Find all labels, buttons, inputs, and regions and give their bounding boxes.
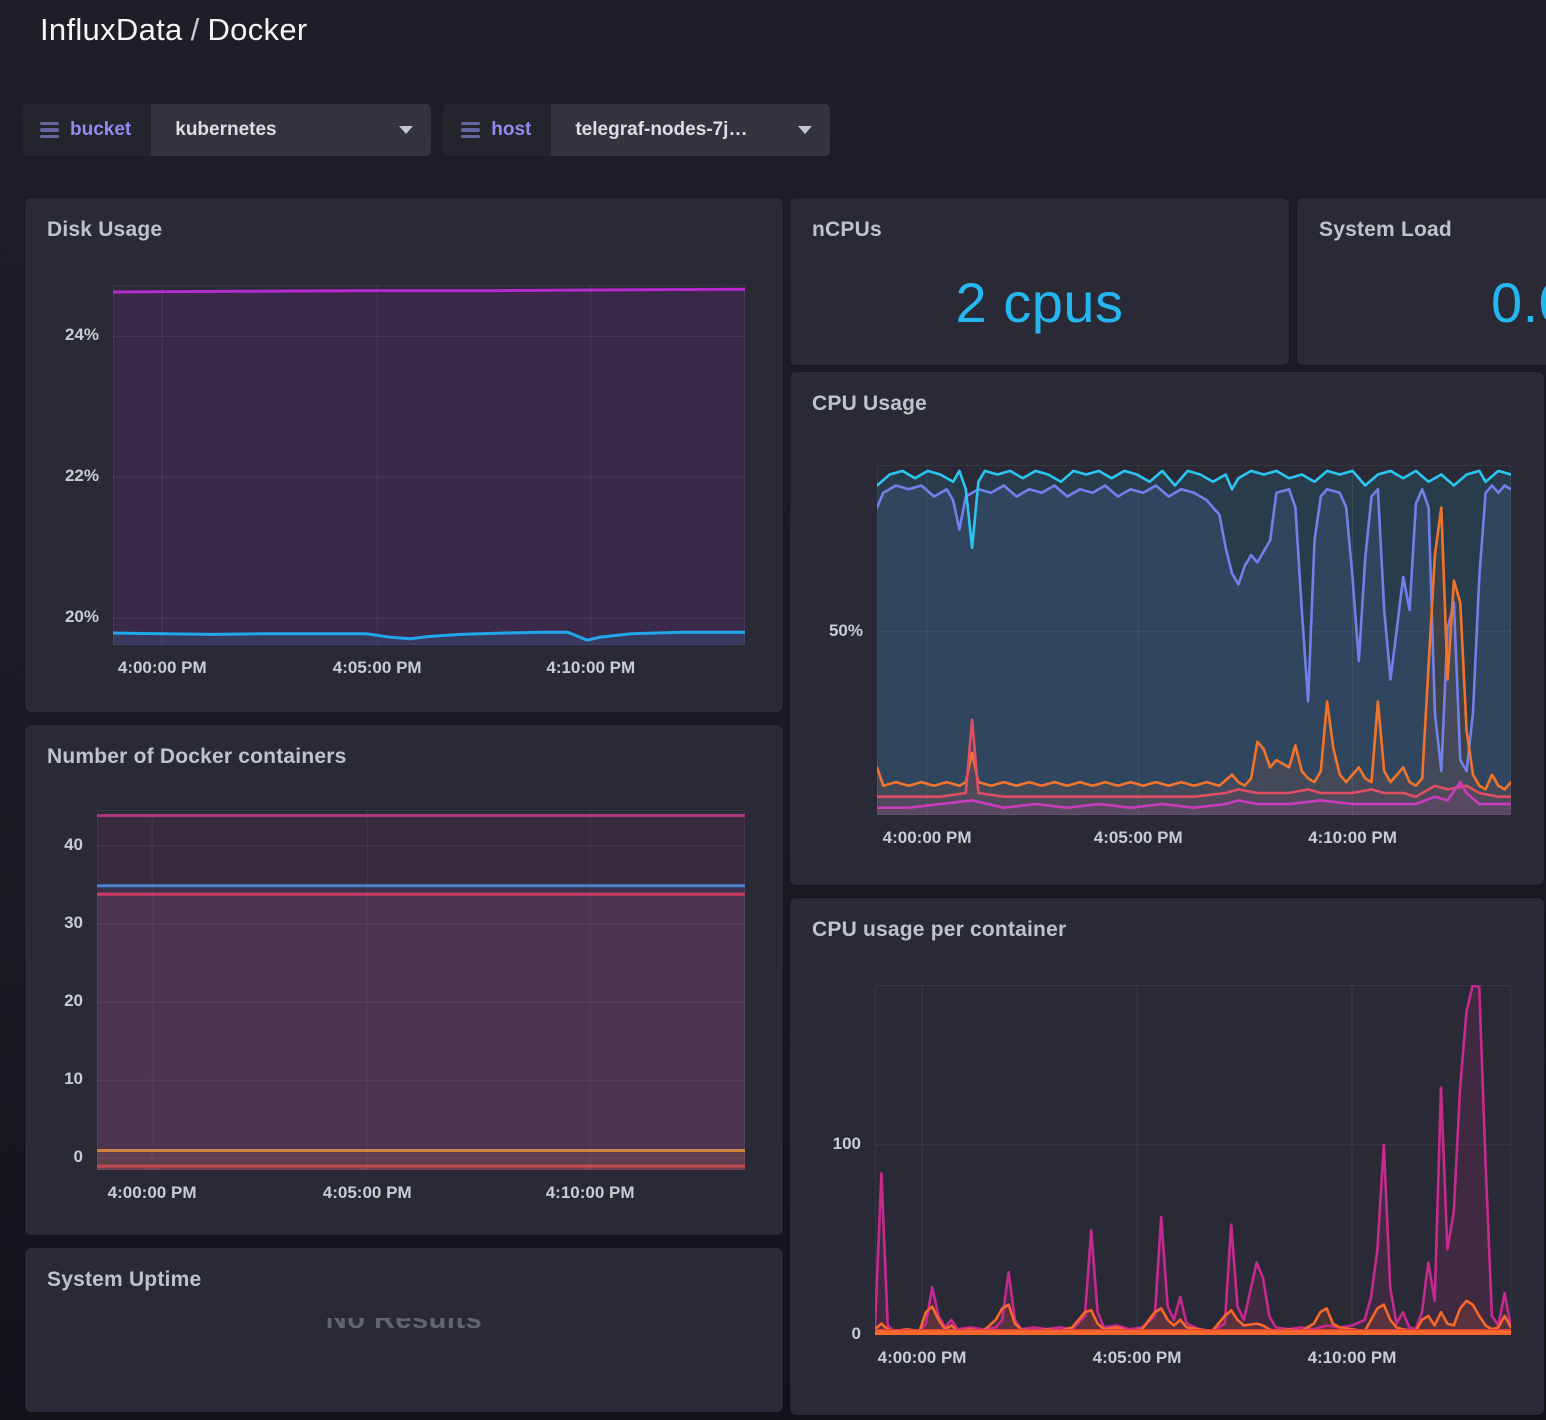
disk-magenta-area	[113, 289, 745, 645]
cpu-cyan-area	[877, 470, 1511, 815]
panel-title: Number of Docker containers	[47, 745, 347, 768]
containers-crimson-area	[97, 894, 745, 1170]
y-tick-label: 0	[73, 1147, 83, 1167]
x-tick-label: 4:10:00 PM	[545, 1183, 635, 1202]
cpu-indigo-area	[877, 485, 1511, 815]
variable-host-label: host	[491, 119, 532, 140]
gridlines	[875, 985, 1511, 1335]
y-tick-label: 0	[851, 1324, 861, 1343]
cpu-indigo-line	[877, 484, 1511, 773]
chart-svg	[113, 285, 745, 645]
disk-usage-chart[interactable]	[25, 198, 783, 712]
container-magenta-line	[875, 985, 1511, 1333]
variable-host: host telegraf-nodes-7j…	[443, 104, 831, 156]
chevron-down-icon	[399, 126, 414, 134]
y-tick-label: 24%	[64, 325, 99, 345]
cpu-red-line	[877, 718, 1511, 799]
chart-svg	[877, 465, 1511, 815]
chart-svg	[875, 985, 1511, 1335]
panel-system-load: System Load 0.00	[1297, 198, 1546, 365]
variable-icon	[40, 121, 59, 139]
panel-cpu-usage: CPU Usage 50% 4:00:00 PM 4:05:00 PM 4:10:00…	[790, 372, 1544, 885]
containers-magenta-area	[97, 815, 745, 1170]
y-tick-label: 20%	[64, 607, 99, 627]
chevron-down-icon	[798, 126, 813, 134]
breadcrumb-org: InfluxData	[40, 12, 183, 47]
breadcrumb-separator: /	[190, 12, 200, 47]
panel-title: CPU usage per container	[812, 918, 1067, 941]
disk-blue-area	[113, 632, 745, 645]
y-tick-label: 22%	[64, 466, 99, 486]
disk-magenta-line	[113, 287, 745, 294]
x-tick-label: 4:00:00 PM	[877, 1348, 967, 1367]
variable-bucket-label: bucket	[70, 119, 132, 140]
variable-bucket: bucket kubernetes	[22, 104, 432, 156]
cpu-per-container-chart[interactable]	[790, 898, 1544, 1415]
disk-blue-line	[113, 630, 745, 642]
no-results-text: No Results	[325, 1318, 483, 1335]
variable-icon	[461, 121, 481, 139]
container-magenta-area	[875, 985, 1511, 1335]
page-title: InfluxData / Docker	[40, 12, 308, 48]
panel-cpu-per-container: CPU usage per container 100 0 4:00:00 PM 4:…	[790, 898, 1544, 1415]
system-load-stat-value: 0.00	[1491, 271, 1546, 334]
cpu-red-area	[877, 719, 1511, 815]
gridlines	[113, 285, 745, 645]
panel-containers: Number of Docker containers 0 10 20 30 40 4:0…	[25, 725, 783, 1235]
containers-chart[interactable]	[25, 725, 783, 1235]
x-tick-label: 4:05:00 PM	[322, 1183, 412, 1202]
gridlines	[97, 810, 745, 1170]
panel-disk-usage: Disk Usage 20% 22% 24% 4:00:00 PM 4:05:00 PM…	[25, 198, 783, 712]
ncpus-stat-value: 2 cpus	[955, 271, 1124, 334]
breadcrumb-dashboard: Docker	[207, 12, 308, 47]
cpu-magenta-area	[877, 782, 1511, 815]
bucket-dropdown[interactable]: kubernetes	[151, 104, 432, 156]
gridlines	[877, 465, 1511, 815]
x-tick-label: 4:05:00 PM	[1093, 828, 1183, 847]
y-tick-label: 50%	[828, 620, 863, 640]
bucket-dropdown-value: kubernetes	[175, 119, 277, 140]
y-tick-label: 100	[832, 1133, 861, 1153]
x-tick-label: 4:10:00 PM	[1307, 1348, 1397, 1367]
panel-title: System Load	[1319, 218, 1452, 241]
x-tick-label: 4:05:00 PM	[1092, 1348, 1182, 1367]
empty-state-clip: No Results	[25, 1318, 783, 1343]
panel-system-uptime: System Uptime No Results	[25, 1248, 783, 1412]
y-tick-label: 30	[64, 913, 83, 932]
panel-title: CPU Usage	[812, 392, 928, 415]
panel-ncpus: nCPUs 2 cpus	[790, 198, 1289, 365]
variable-bucket-label-segment: bucket	[22, 104, 152, 156]
variables-bar: bucket kubernetes host telegraf-nodes-7j…	[22, 104, 831, 156]
y-tick-label: 40	[64, 834, 83, 854]
panel-title: System Uptime	[47, 1268, 202, 1291]
y-tick-label: 20	[64, 991, 83, 1011]
x-tick-label: 4:10:00 PM	[1308, 828, 1397, 847]
chart-svg	[97, 810, 745, 1170]
cpu-cyan-line	[877, 469, 1511, 549]
cpu-magenta-line	[877, 780, 1511, 810]
host-dropdown-value: telegraf-nodes-7j…	[575, 119, 748, 140]
x-tick-label: 4:00:00 PM	[107, 1183, 197, 1202]
containers-blue-area	[97, 885, 745, 1170]
x-tick-label: 4:05:00 PM	[332, 658, 422, 677]
panel-title: nCPUs	[812, 218, 882, 241]
y-tick-label: 10	[64, 1069, 83, 1089]
x-tick-label: 4:00:00 PM	[117, 658, 207, 677]
cpu-usage-chart[interactable]	[790, 372, 1544, 885]
cpu-orange-line	[877, 506, 1511, 791]
x-tick-label: 4:10:00 PM	[546, 658, 636, 677]
panel-title: Disk Usage	[47, 218, 163, 241]
variable-host-label-segment: host	[443, 104, 552, 156]
x-tick-label: 4:00:00 PM	[882, 828, 972, 847]
host-dropdown[interactable]: telegraf-nodes-7j…	[551, 104, 831, 156]
